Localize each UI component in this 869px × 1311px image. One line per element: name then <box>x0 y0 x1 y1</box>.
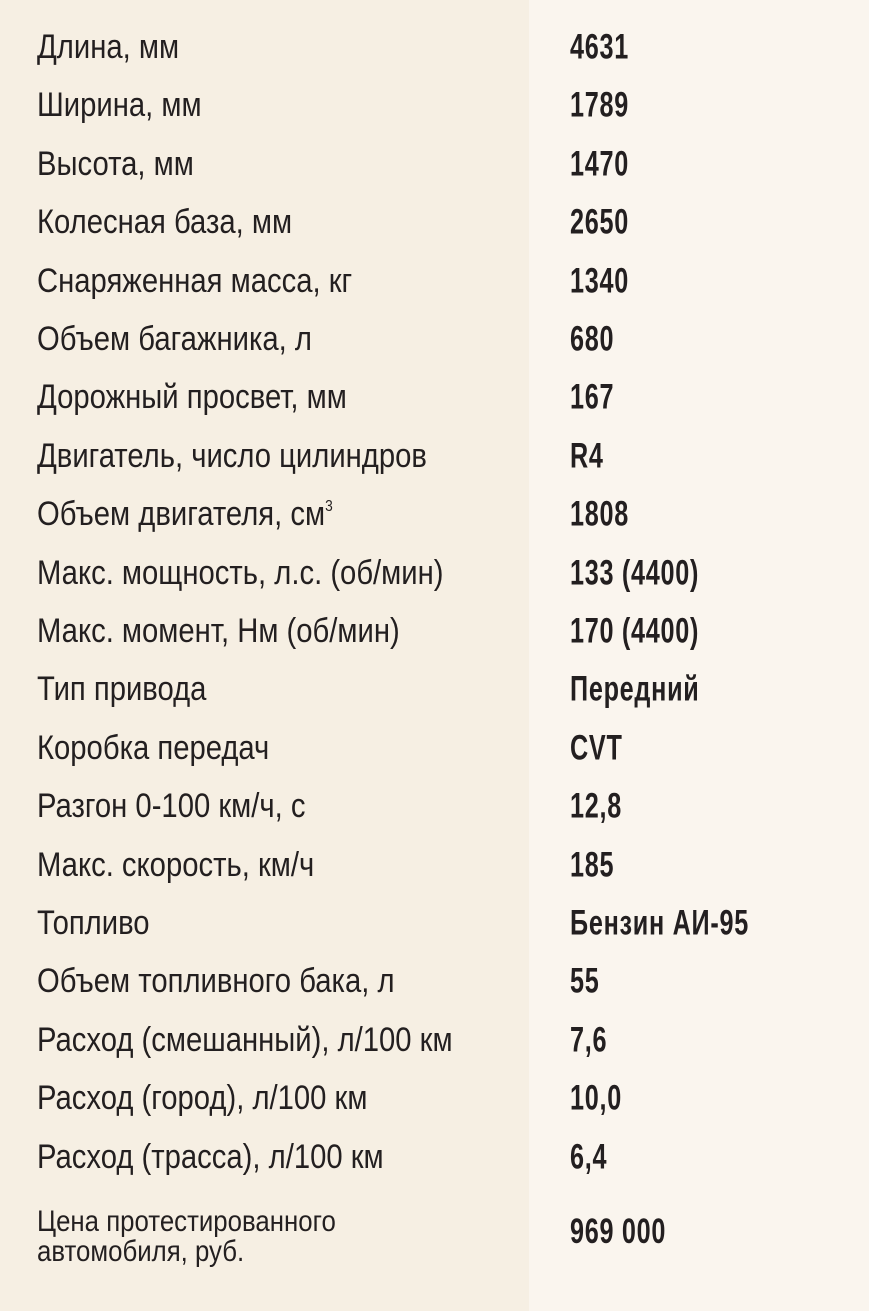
spec-row: Топливо Бензин АИ-95 <box>0 894 869 952</box>
value-column-background <box>529 0 869 1311</box>
spec-label-text: Снаряженная масса, кг <box>37 261 353 300</box>
spec-label: Высота, мм <box>37 147 194 181</box>
spec-label-text: Расход (смешанный), л/100 км <box>37 1020 453 1059</box>
spec-value: 4631 <box>570 27 629 67</box>
spec-label-text: Топливо <box>37 904 150 942</box>
spec-row: Колесная база, мм 2650 <box>0 193 869 251</box>
spec-row: Расход (трасса), л/100 км 6,4 <box>0 1128 869 1186</box>
spec-value: 12,8 <box>570 786 622 826</box>
spec-row: Ширина, мм 1789 <box>0 76 869 134</box>
spec-row: Макс. мощность, л.с. (об/мин) 133 (4400) <box>0 544 869 602</box>
price-value: 969 000 <box>570 1212 667 1251</box>
spec-label: Колесная база, мм <box>37 205 292 239</box>
spec-row: Коробка передач CVT <box>0 719 869 777</box>
spec-value: R4 <box>570 436 604 476</box>
spec-label: Длина, мм <box>37 30 179 64</box>
spec-label-text: Объем багажника, л <box>37 320 312 358</box>
spec-label-text: Коробка передач <box>37 728 270 767</box>
spec-value: 680 <box>570 319 615 359</box>
spec-label-text: Двигатель, число цилиндров <box>37 436 427 475</box>
spec-row: Объем двигателя, см3 1808 <box>0 485 869 543</box>
spec-label: Макс. скорость, км/ч <box>37 848 314 882</box>
spec-row: Объем багажника, л 680 <box>0 310 869 368</box>
spec-value: 167 <box>570 377 615 417</box>
spec-label: Двигатель, число цилиндров <box>37 439 427 473</box>
spec-row: Расход (город), л/100 км 10,0 <box>0 1069 869 1127</box>
spec-label: Объем двигателя, см3 <box>37 497 333 531</box>
spec-label: Макс. момент, Нм (об/мин) <box>37 614 400 648</box>
spec-value: 1789 <box>570 85 629 125</box>
spec-label-text: Макс. момент, Нм (об/мин) <box>37 612 400 650</box>
spec-value: 133 (4400) <box>570 553 700 593</box>
spec-label: Разгон 0-100 км/ч, с <box>37 789 305 823</box>
spec-label: Тип привода <box>37 672 206 706</box>
spec-value: Бензин АИ-95 <box>570 903 749 943</box>
spec-label: Ширина, мм <box>37 88 202 122</box>
spec-label: Макс. мощность, л.с. (об/мин) <box>37 556 444 590</box>
spec-label: Дорожный просвет, мм <box>37 380 347 414</box>
spec-label: Объем багажника, л <box>37 322 312 356</box>
spec-value: 1808 <box>570 494 629 534</box>
spec-value: 6,4 <box>570 1137 608 1177</box>
spec-label-text: Длина, мм <box>37 28 180 66</box>
spec-label-text: Макс. мощность, л.с. (об/мин) <box>37 553 444 592</box>
spec-row: Разгон 0-100 км/ч, с 12,8 <box>0 777 869 835</box>
spec-label-text: Макс. скорость, км/ч <box>37 845 315 884</box>
superscript: 3 <box>325 498 333 516</box>
spec-label: Объем топливного бака, л <box>37 964 395 998</box>
spec-value: CVT <box>570 728 623 768</box>
spec-label: Расход (трасса), л/100 км <box>37 1140 384 1174</box>
spec-label-text: Разгон 0-100 км/ч, с <box>37 787 306 826</box>
spec-value: 2650 <box>570 202 629 242</box>
spec-label-text: Колесная база, мм <box>37 203 293 242</box>
spec-value: Передний <box>570 669 700 709</box>
spec-row: Макс. скорость, км/ч 185 <box>0 836 869 894</box>
spec-label: Расход (город), л/100 км <box>37 1081 367 1115</box>
spec-row: Дорожный просвет, мм 167 <box>0 368 869 426</box>
spec-value: 185 <box>570 845 615 885</box>
spec-label: Расход (смешанный), л/100 км <box>37 1023 453 1057</box>
spec-value: 1470 <box>570 144 629 184</box>
spec-row: Высота, мм 1470 <box>0 135 869 193</box>
spec-value: 55 <box>570 961 600 1001</box>
spec-label-text: Высота, мм <box>37 144 194 183</box>
spec-label: Коробка передач <box>37 731 269 765</box>
spec-value: 170 (4400) <box>570 611 700 651</box>
spec-row: Объем топливного бака, л 55 <box>0 952 869 1010</box>
spec-label-text: Тип привода <box>37 670 207 709</box>
spec-label-text: Ширина, мм <box>37 86 202 125</box>
price-label-line1: Цена протестированного <box>37 1205 336 1238</box>
spec-row: Снаряженная масса, кг 1340 <box>0 252 869 310</box>
spec-label-text: Объем топливного бака, л <box>37 962 395 1001</box>
spec-value: 1340 <box>570 261 629 301</box>
spec-row: Макс. момент, Нм (об/мин) 170 (4400) <box>0 602 869 660</box>
spec-label-text: Объем двигателя, см <box>37 495 326 534</box>
spec-value: 10,0 <box>570 1078 622 1118</box>
spec-value: 7,6 <box>570 1020 608 1060</box>
price-label: Цена протестированного автомобиля, руб. <box>37 1207 336 1267</box>
spec-row: Длина, мм 4631 <box>0 18 869 76</box>
spec-row: Двигатель, число цилиндров R4 <box>0 427 869 485</box>
price-label-line2: автомобиля, руб. <box>37 1235 245 1268</box>
spec-label: Топливо <box>37 906 150 940</box>
spec-label-text: Расход (город), л/100 км <box>37 1079 368 1118</box>
spec-row: Тип привода Передний <box>0 660 869 718</box>
spec-label: Снаряженная масса, кг <box>37 264 352 298</box>
spec-label-text: Расход (трасса), л/100 км <box>37 1137 384 1176</box>
spec-label-text: Дорожный просвет, мм <box>37 378 347 417</box>
spec-row: Расход (смешанный), л/100 км 7,6 <box>0 1011 869 1069</box>
